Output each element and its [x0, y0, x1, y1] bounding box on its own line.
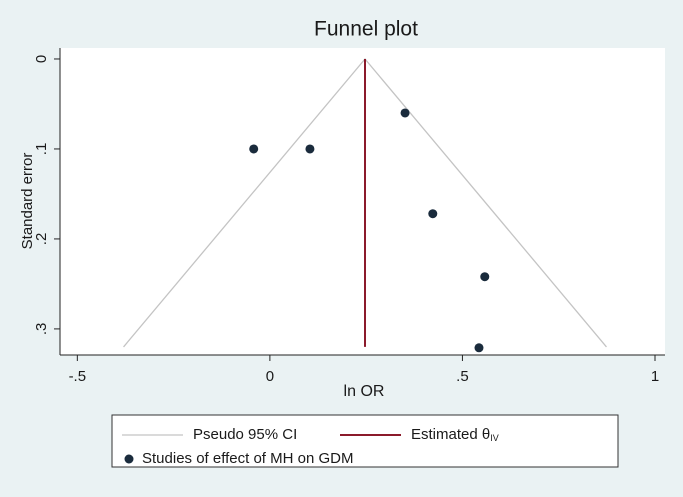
legend — [111, 414, 619, 468]
y-tick-label: .2 — [33, 233, 50, 246]
data-point — [305, 144, 315, 154]
legend-label-text: Estimated θ — [411, 426, 490, 443]
data-point — [249, 144, 259, 154]
legend-label-text: Studies of effect of MH on GDM — [142, 450, 353, 467]
y-tick-label: .1 — [33, 143, 50, 156]
x-tick-label: .5 — [456, 368, 469, 385]
legend-label: Studies of effect of MH on GDM — [142, 450, 353, 467]
chart-title: Funnel plot — [314, 18, 418, 41]
x-axis-label: ln OR — [344, 383, 385, 400]
data-point — [400, 108, 410, 118]
data-point — [428, 209, 438, 219]
legend-label-text: Pseudo 95% CI — [193, 426, 297, 443]
legend-label: Estimated θIV — [411, 426, 499, 443]
y-tick-label: 0 — [33, 55, 50, 63]
data-point — [474, 343, 484, 353]
plot-area — [60, 48, 665, 355]
y-tick-label: .3 — [33, 323, 50, 336]
legend-label: Pseudo 95% CI — [193, 426, 297, 443]
x-tick-label: -.5 — [69, 368, 87, 385]
legend-marker — [124, 454, 134, 464]
data-point — [480, 272, 490, 282]
x-tick-label: 1 — [651, 368, 659, 385]
y-axis-label: Standard error — [19, 153, 36, 250]
legend-label-subscript: IV — [490, 433, 499, 443]
x-tick-label: 0 — [266, 368, 274, 385]
series-line — [123, 57, 607, 348]
